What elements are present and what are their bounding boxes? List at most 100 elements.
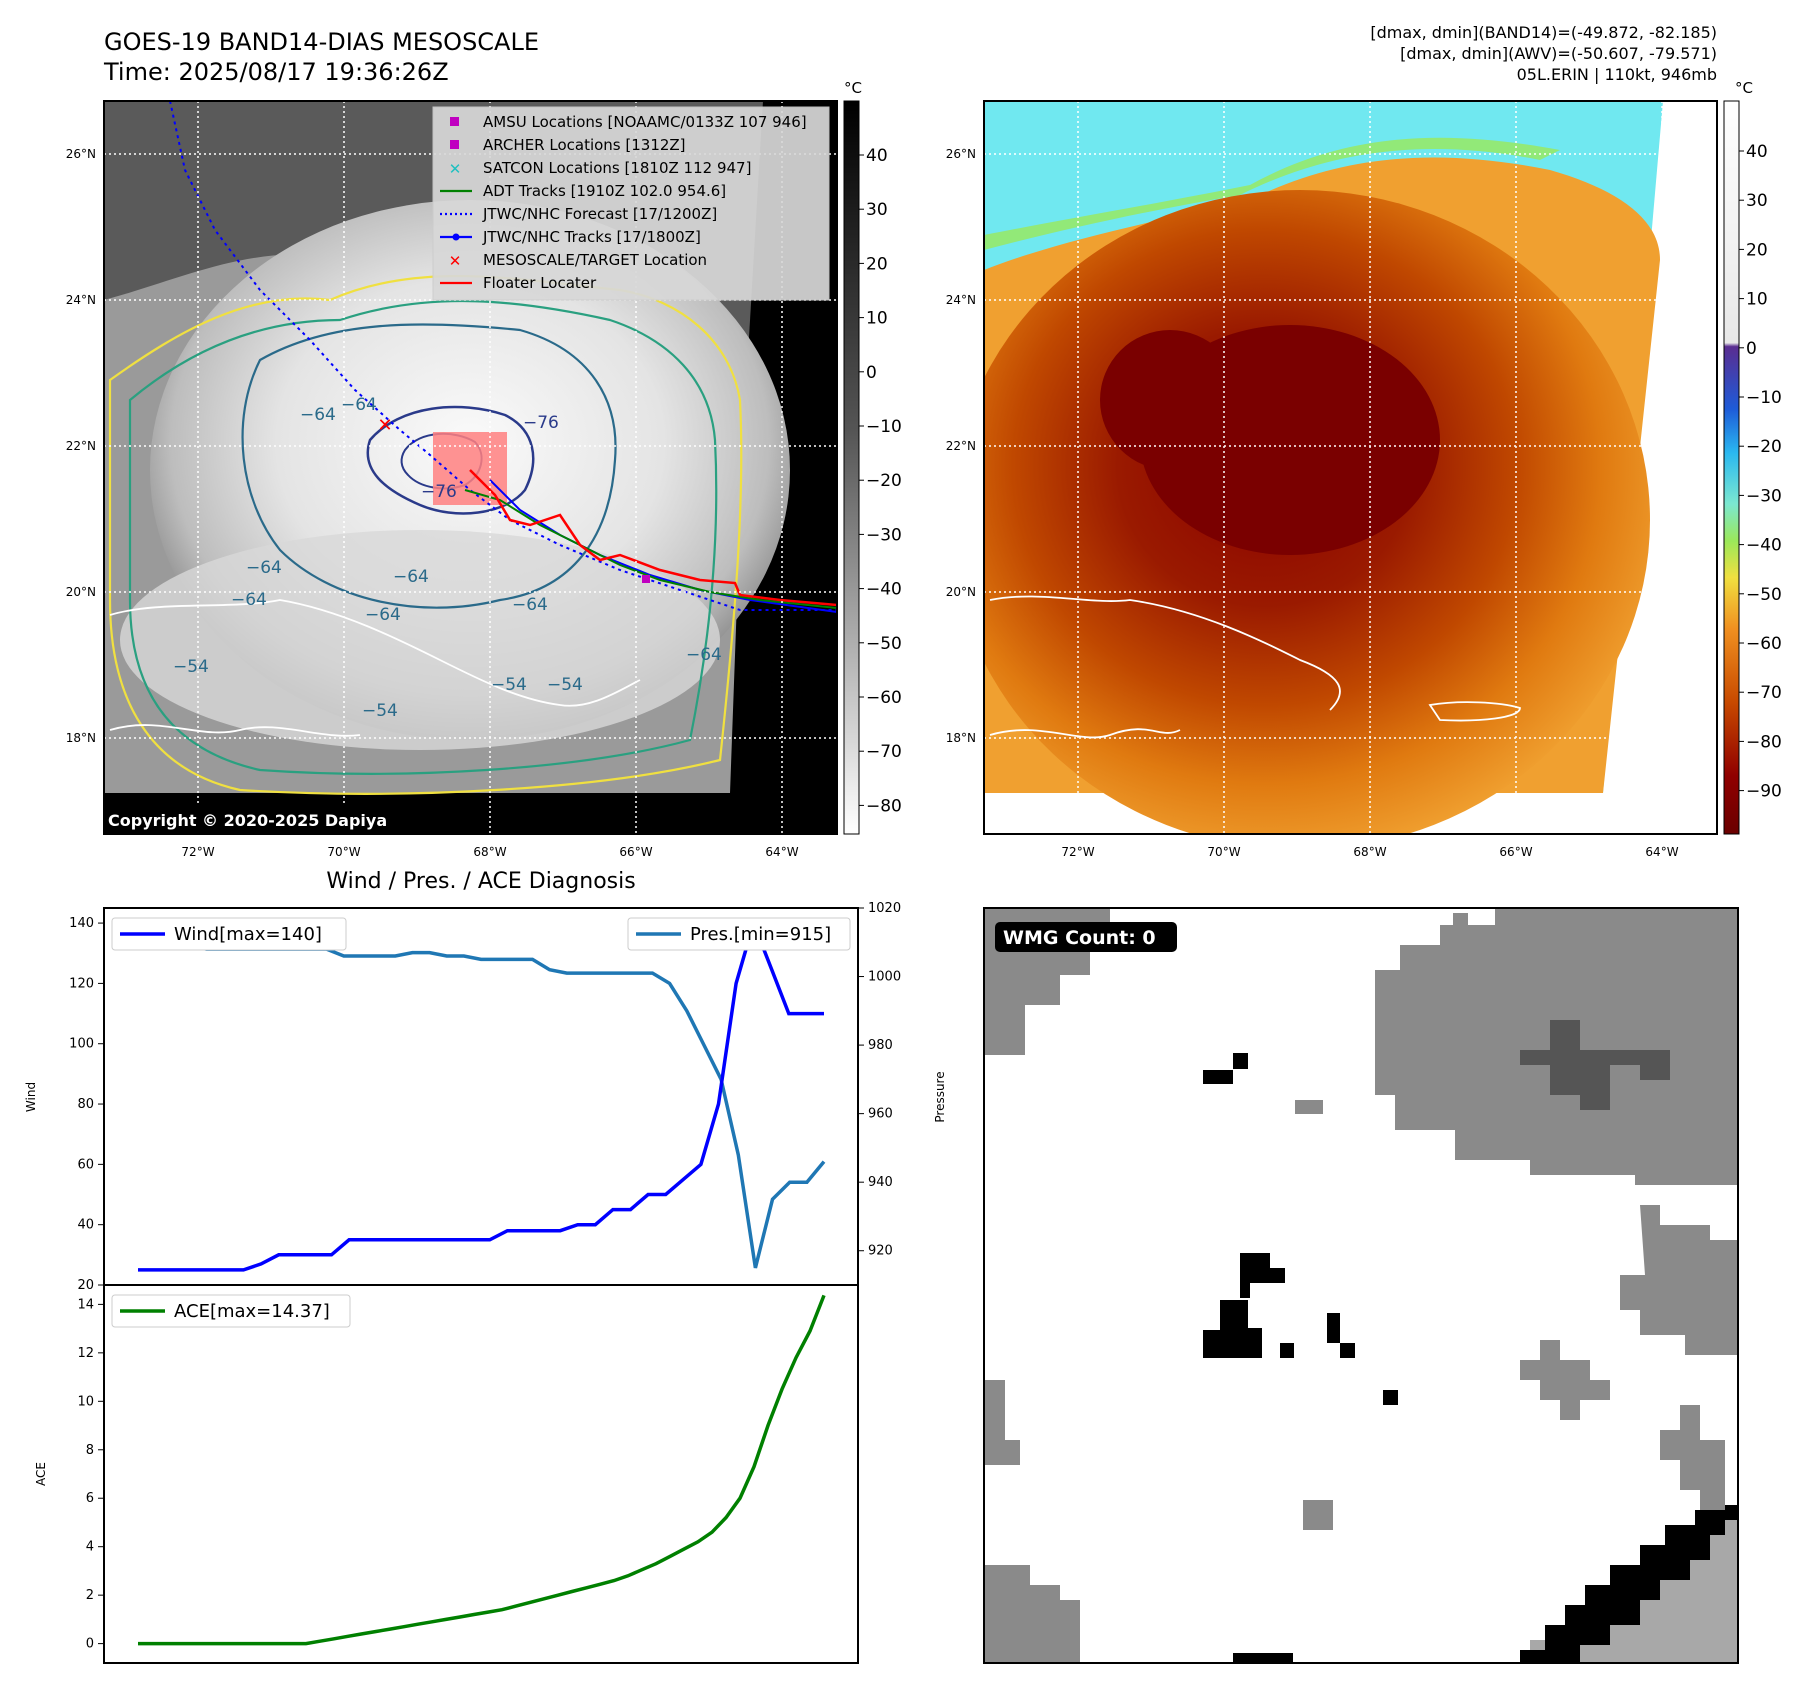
legend-item-label: Floater Locater <box>483 274 597 292</box>
contour-label: −64 <box>686 645 722 665</box>
ace-tick-label: 4 <box>86 1540 94 1555</box>
contour-label: −64 <box>246 558 282 578</box>
wmg-black-pixel-2 <box>1233 1053 1248 1069</box>
dias-colorbar-tick-label: 20 <box>1746 240 1768 260</box>
pressure-tick-label: 1000 <box>868 970 901 985</box>
pressure-axis-label: Pressure <box>933 1071 947 1122</box>
wind-tick-label: 140 <box>69 916 94 931</box>
wmg-panel: WMG Count: 0 <box>983 907 1739 1664</box>
ir-map-panel: ✕ −76−76−64−64−64−64−64 −64−54 −54−54−54−6… <box>66 100 838 859</box>
legend-marker-x: ✕ <box>449 252 462 270</box>
ace-legend-box <box>111 1294 351 1328</box>
legend-marker-x: ✕ <box>449 160 462 178</box>
dias-coastline-south <box>989 728 1181 739</box>
lon-tick-label: 72°W <box>181 845 214 859</box>
ace-legend-label: ACE[max=14.37] <box>174 1301 330 1322</box>
contour-green <box>128 299 718 775</box>
wmg-black-cluster <box>1240 1253 1285 1298</box>
wmg-gray-rightlow <box>1660 1405 1725 1510</box>
ir-map-border <box>103 100 838 835</box>
copyright-box <box>104 806 422 833</box>
track-legend: AMSU Locations [NOAAMC/0133Z 107 946] ARC… <box>432 106 830 301</box>
lon-tick-label: 68°W <box>473 845 506 859</box>
wmg-gray-right2 <box>1520 1340 1610 1420</box>
wmg-black-cluster2 <box>1203 1300 1262 1358</box>
dias-colorbar-tick-label: −70 <box>1746 683 1782 703</box>
ace-series-line <box>138 1294 826 1646</box>
wmg-black-pixel-4 <box>1327 1313 1355 1358</box>
contour-inner <box>366 405 535 515</box>
figure-title: GOES-19 BAND14-DIAS MESOSCALE <box>104 28 539 56</box>
wmg-gray-dot <box>1453 913 1468 927</box>
lat-tick-label: 26°N <box>946 147 976 161</box>
legend-item-label: ARCHER Locations [1312Z] <box>483 136 686 154</box>
lat-tick-label: 22°N <box>66 439 96 453</box>
dias-colorbar-tick-label: −10 <box>1746 388 1782 408</box>
ir-colorbar-unit: °C <box>844 79 862 97</box>
pressure-legend-box <box>627 917 851 951</box>
dias-map-grid <box>984 101 1717 834</box>
ir-colorbar-tick-label: 40 <box>866 146 888 166</box>
dias-colorbar-gradient <box>1723 100 1740 835</box>
dias-colorbar-tick-label: −40 <box>1746 536 1782 556</box>
ir-colorbar-tick-label: −20 <box>866 471 902 491</box>
jtwc-track-line <box>489 479 837 613</box>
dias-colorbar-tick-label: −60 <box>1746 634 1782 654</box>
legend-item-label: JTWC/NHC Forecast [17/1200Z] <box>482 205 717 223</box>
ir-colorbar-tick-label: −60 <box>866 688 902 708</box>
wind-tick-label: 80 <box>77 1097 94 1112</box>
dias-colorbar: °C 40 30 20 10 0 −10 −20 −30 −40 −50 −60 −70 −80 −90 <box>1723 79 1782 835</box>
ir-colorbar-tick-label: 20 <box>866 254 888 274</box>
dias-coastline-hispaniola <box>989 595 1341 711</box>
ace-tick-label: 10 <box>77 1394 94 1409</box>
ir-map-tick-labels: 72°W 70°W 68°W 66°W 64°W 26°N 24°N 22°N 20°N 18°N <box>66 147 799 859</box>
ir-colorbar-ticks: 40 30 20 10 0 −10 −20 −30 −40 −50 −60 −70 −80 <box>859 146 902 816</box>
contour-label: −64 <box>393 567 429 587</box>
wind-tick-label: 40 <box>77 1218 94 1233</box>
ir-colorbar: °C 40 30 20 10 0 −10 −20 −30 −40 −50 −60 −70 −80 <box>843 79 902 835</box>
contour-label: −54 <box>362 701 398 721</box>
dias-colorbar-ticks: 40 30 20 10 0 −10 −20 −30 −40 −50 −60 −70 −80 −90 <box>1739 142 1782 802</box>
ace-tick-label: 0 <box>86 1637 94 1652</box>
wind-axis-label: Wind <box>24 1082 38 1112</box>
contour-label: −64 <box>231 590 267 610</box>
ir-colorbar-tick-label: −70 <box>866 742 902 762</box>
wmg-gray-square <box>1303 1500 1333 1530</box>
ir-colorbar-tick-label: −50 <box>866 634 902 654</box>
dias-colorbar-tick-label: 40 <box>1746 142 1768 162</box>
dias-colorbar-tick-label: 0 <box>1746 339 1757 359</box>
ace-tick-label: 2 <box>86 1588 94 1603</box>
lat-tick-label: 18°N <box>66 731 96 745</box>
ace-tick-label: 8 <box>86 1443 94 1458</box>
legend-item-label: JTWC/NHC Tracks [17/1800Z] <box>482 228 701 246</box>
jtwc-forecast-line <box>169 101 837 611</box>
legend-item-label: ADT Tracks [1910Z 102.0 954.6] <box>483 182 726 200</box>
pressure-tick-label: 940 <box>868 1175 893 1190</box>
dias-colorbar-tick-label: −20 <box>1746 437 1782 457</box>
lon-tick-label: 68°W <box>1353 845 1386 859</box>
wind-tick-label: 20 <box>77 1278 94 1293</box>
lon-tick-label: 66°W <box>619 845 652 859</box>
wmg-darkgray-center <box>1520 1020 1670 1110</box>
contour-label: −76 <box>523 413 559 433</box>
pressure-legend-label: Pres.[min=915] <box>690 924 831 945</box>
contour-label: −54 <box>491 675 527 695</box>
legend-item-label: SATCON Locations [1810Z 112 947] <box>483 159 751 177</box>
coastline-hispaniola <box>109 599 641 707</box>
contour-label: −64 <box>512 595 548 615</box>
legend-marker-square <box>450 117 459 126</box>
contour-label: −54 <box>547 675 583 695</box>
ir-colorbar-tick-label: −80 <box>866 796 902 816</box>
lon-tick-label: 66°W <box>1499 845 1532 859</box>
stats-storm: 05L.ERIN | 110kt, 946mb <box>1517 65 1717 84</box>
adt-track-line <box>464 489 837 609</box>
pressure-tick-label: 980 <box>868 1038 893 1053</box>
dias-colorbar-tick-label: −80 <box>1746 732 1782 752</box>
wmg-gray-bottomleft <box>984 1565 1080 1663</box>
pressure-tick-label: 1020 <box>868 901 901 916</box>
lat-tick-label: 24°N <box>946 293 976 307</box>
wmg-black-bottom <box>1233 1653 1293 1663</box>
dias-colorbar-tick-label: −50 <box>1746 585 1782 605</box>
coastline-south <box>109 724 361 737</box>
